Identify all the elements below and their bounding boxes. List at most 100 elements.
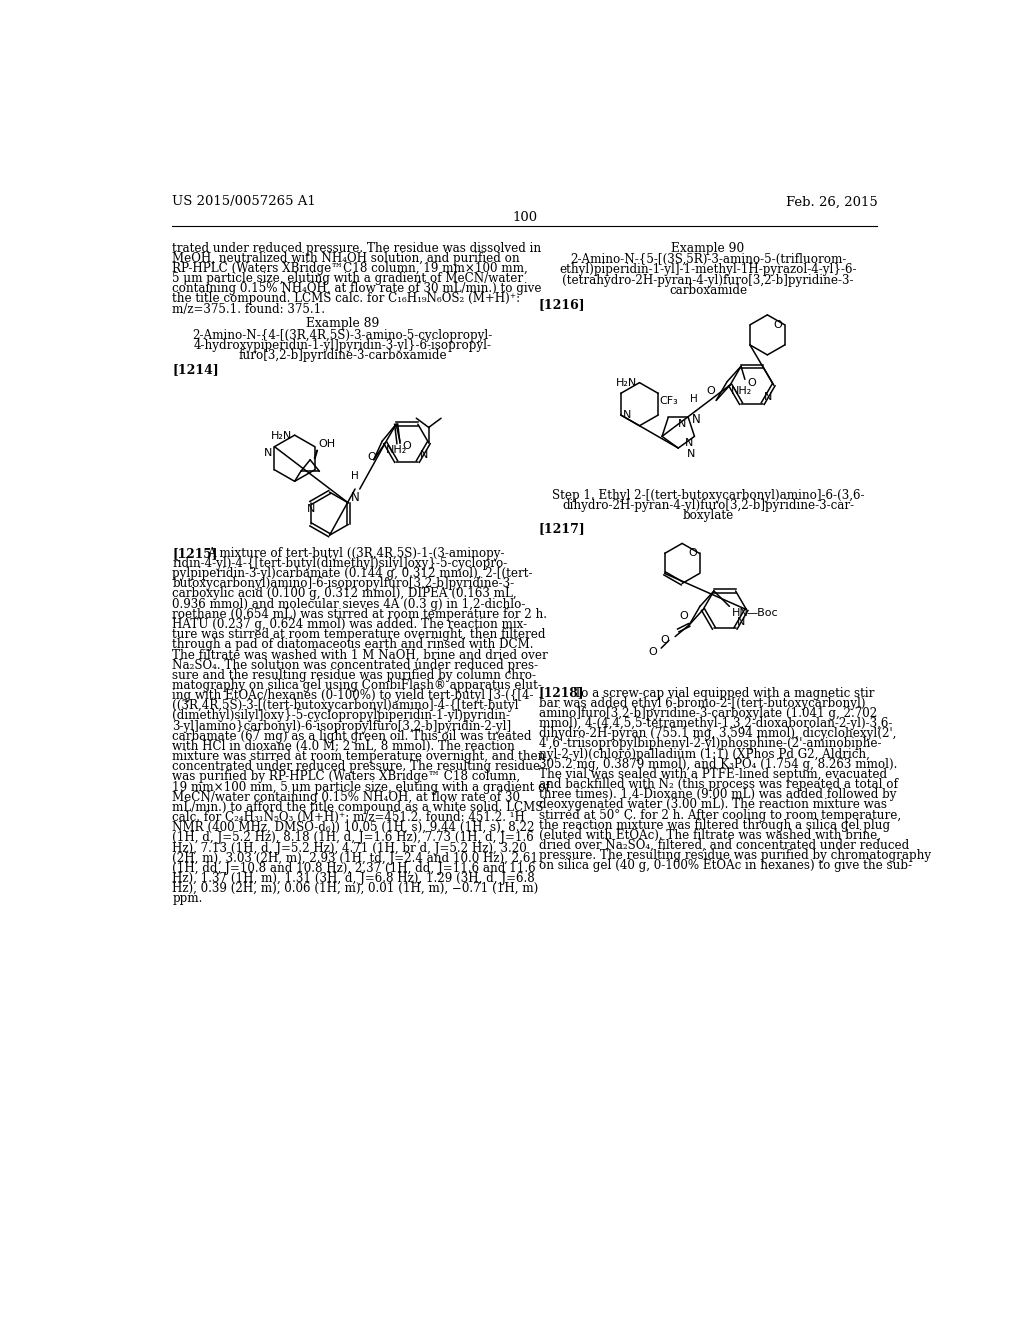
- Text: O: O: [774, 319, 782, 330]
- Text: N: N: [684, 438, 693, 447]
- Text: O: O: [748, 379, 756, 388]
- Text: 5 μm particle size, eluting with a gradient of MeCN/water: 5 μm particle size, eluting with a gradi…: [172, 272, 523, 285]
- Text: NH₂: NH₂: [731, 385, 753, 396]
- Text: and backfilled with N₂ (this process was repeated a total of: and backfilled with N₂ (this process was…: [539, 777, 898, 791]
- Text: amino]furo[3,2-b]pyridine-3-carboxylate (1.041 g, 2.702: amino]furo[3,2-b]pyridine-3-carboxylate …: [539, 708, 877, 719]
- Text: NH₂: NH₂: [386, 445, 408, 455]
- Text: 2-Amino-N-{5-[(3S,5R)-3-amino-5-(trifluorom-: 2-Amino-N-{5-[(3S,5R)-3-amino-5-(trifluo…: [570, 253, 846, 267]
- Text: mL/min.) to afford the title compound as a white solid. LCMS: mL/min.) to afford the title compound as…: [172, 801, 544, 814]
- Text: boxylate: boxylate: [682, 510, 734, 523]
- Text: calc. for C₂₄H₃₁N₅O₃ (M+H)⁺: m/z=451.2. found: 451.2. ¹H: calc. for C₂₄H₃₁N₅O₃ (M+H)⁺: m/z=451.2. …: [172, 810, 525, 824]
- Text: through a pad of diatomaceous earth and rinsed with DCM.: through a pad of diatomaceous earth and …: [172, 639, 534, 651]
- Text: concentrated under reduced pressure. The resulting residue: concentrated under reduced pressure. The…: [172, 760, 541, 774]
- Text: deoxygenated water (3.00 mL). The reaction mixture was: deoxygenated water (3.00 mL). The reacti…: [539, 799, 887, 812]
- Text: N: N: [764, 392, 773, 403]
- Text: Hz), 1.37 (1H, m), 1.31 (3H, d, J=6.8 Hz), 1.29 (3H, d, J=6.8: Hz), 1.37 (1H, m), 1.31 (3H, d, J=6.8 Hz…: [172, 873, 535, 884]
- Text: N: N: [737, 616, 745, 627]
- Text: H₂N: H₂N: [615, 378, 637, 388]
- Text: N: N: [420, 450, 428, 459]
- Text: MeCN/water containing 0.15% NH₄OH, at flow rate of 30: MeCN/water containing 0.15% NH₄OH, at fl…: [172, 791, 520, 804]
- Text: O: O: [368, 451, 376, 462]
- Text: dihydro-2H-pyran (755.1 mg, 3.594 mmol), dicyclohexyl(2',: dihydro-2H-pyran (755.1 mg, 3.594 mmol),…: [539, 727, 896, 741]
- Text: —Boc: —Boc: [746, 609, 778, 618]
- Text: furo[3,2-b]pyridine-3-carboxamide: furo[3,2-b]pyridine-3-carboxamide: [239, 350, 447, 363]
- Text: was purified by RP-HPLC (Waters XBridge™ C18 column,: was purified by RP-HPLC (Waters XBridge™…: [172, 771, 520, 783]
- Text: [1216]: [1216]: [539, 298, 586, 310]
- Text: on silica gel (40 g, 0-100% EtOAc in hexanes) to give the sub-: on silica gel (40 g, 0-100% EtOAc in hex…: [539, 859, 911, 873]
- Text: ing with EtOAc/hexanes (0-100%) to yield tert-butyl [3-({[4-: ing with EtOAc/hexanes (0-100%) to yield…: [172, 689, 534, 702]
- Text: carboxamide: carboxamide: [669, 284, 748, 297]
- Text: mixture was stirred at room temperature overnight, and then: mixture was stirred at room temperature …: [172, 750, 546, 763]
- Text: pylpiperidin-3-yl)carbamate (0.144 g, 0.312 mmol), 2-[(tert-: pylpiperidin-3-yl)carbamate (0.144 g, 0.…: [172, 568, 532, 579]
- Text: O: O: [680, 611, 688, 620]
- Text: The vial was sealed with a PTFE-lined septum, evacuated: The vial was sealed with a PTFE-lined se…: [539, 768, 887, 781]
- Text: 4-hydroxypiperidin-1-yl]pyridin-3-yl}-6-isopropyl-: 4-hydroxypiperidin-1-yl]pyridin-3-yl}-6-…: [194, 339, 492, 352]
- Text: [1215]: [1215]: [172, 546, 217, 560]
- Text: ture was stirred at room temperature overnight, then filtered: ture was stirred at room temperature ove…: [172, 628, 546, 642]
- Text: pressure. The resulting residue was purified by chromatography: pressure. The resulting residue was puri…: [539, 849, 931, 862]
- Text: Example 90: Example 90: [672, 242, 744, 255]
- Text: 100: 100: [512, 211, 538, 224]
- Text: [1214]: [1214]: [172, 363, 219, 376]
- Text: N: N: [623, 411, 632, 420]
- Text: H: H: [351, 471, 359, 482]
- Text: The filtrate was washed with 1 M NaOH, brine and dried over: The filtrate was washed with 1 M NaOH, b…: [172, 648, 548, 661]
- Text: 19 mm×100 mm, 5 μm particle size, eluting with a gradient of: 19 mm×100 mm, 5 μm particle size, elutin…: [172, 780, 550, 793]
- Text: matography on silica gel using CombiFlash® apparatus elut-: matography on silica gel using CombiFlas…: [172, 678, 542, 692]
- Text: Hz), 0.39 (2H, m), 0.06 (1H, m), 0.01 (1H, m), −0.71 (1H, m): Hz), 0.39 (2H, m), 0.06 (1H, m), 0.01 (1…: [172, 882, 539, 895]
- Text: To a screw-cap vial equipped with a magnetic stir: To a screw-cap vial equipped with a magn…: [573, 686, 874, 700]
- Text: mmol), 4-(4,4,5,5-tetramethyl-1,3,2-dioxaborolan-2-yl)-3,6-: mmol), 4-(4,4,5,5-tetramethyl-1,3,2-diox…: [539, 717, 892, 730]
- Text: O: O: [660, 635, 669, 645]
- Text: Feb. 26, 2015: Feb. 26, 2015: [785, 195, 878, 209]
- Text: (1H, d, J=5.2 Hz), 8.18 (1H, d, J=1.6 Hz), 7.73 (1H, d, J=1.6: (1H, d, J=5.2 Hz), 8.18 (1H, d, J=1.6 Hz…: [172, 832, 534, 845]
- Text: (tetrahydro-2H-pyran-4-yl)furo[3,2-b]pyridine-3-: (tetrahydro-2H-pyran-4-yl)furo[3,2-b]pyr…: [562, 273, 854, 286]
- Text: OH: OH: [318, 440, 336, 449]
- Text: 3-yl]amino}carbonyl)-6-isopropylfuro[3,2-b]pyridin-2-yl]: 3-yl]amino}carbonyl)-6-isopropylfuro[3,2…: [172, 719, 511, 733]
- Text: carboxylic acid (0.100 g, 0.312 mmol), DIPEA (0.163 mL,: carboxylic acid (0.100 g, 0.312 mmol), D…: [172, 587, 517, 601]
- Text: H₂N: H₂N: [271, 430, 292, 441]
- Text: ridin-4-yl)-4-{[tert-butyl(dimethyl)silyl]oxy}-5-cyclopro-: ridin-4-yl)-4-{[tert-butyl(dimethyl)sily…: [172, 557, 508, 570]
- Text: the title compound. LCMS calc. for C₁₆H₁₉N₆OS₂ (M+H)⁺:: the title compound. LCMS calc. for C₁₆H₁…: [172, 293, 520, 305]
- Text: Hz), 7.13 (1H, d, J=5.2 Hz), 4.71 (1H, br d, J=5.2 Hz), 3.20: Hz), 7.13 (1H, d, J=5.2 Hz), 4.71 (1H, b…: [172, 842, 527, 854]
- Text: 0.936 mmol) and molecular sieves 4A (0.3 g) in 1,2-dichlo-: 0.936 mmol) and molecular sieves 4A (0.3…: [172, 598, 525, 611]
- Text: dried over Na₂SO₄, filtered, and concentrated under reduced: dried over Na₂SO₄, filtered, and concent…: [539, 840, 909, 853]
- Text: 2-Amino-N-{4-[(3R,4R,5S)-3-amino-5-cyclopropyl-: 2-Amino-N-{4-[(3R,4R,5S)-3-amino-5-cyclo…: [193, 329, 493, 342]
- Text: O: O: [648, 647, 657, 657]
- Text: carbamate (67 mg) as a light green oil. This oil was treated: carbamate (67 mg) as a light green oil. …: [172, 730, 531, 743]
- Text: 4',6'-triisopropylbiphenyl-2-yl)phosphine-(2'-aminobiphe-: 4',6'-triisopropylbiphenyl-2-yl)phosphin…: [539, 738, 883, 751]
- Text: stirred at 50° C. for 2 h. After cooling to room temperature,: stirred at 50° C. for 2 h. After cooling…: [539, 809, 901, 821]
- Text: m/z=375.1. found: 375.1.: m/z=375.1. found: 375.1.: [172, 302, 326, 315]
- Text: N: N: [686, 449, 694, 458]
- Text: (eluted with EtOAc). The filtrate was washed with brine,: (eluted with EtOAc). The filtrate was wa…: [539, 829, 881, 842]
- Text: N: N: [350, 491, 359, 503]
- Text: N: N: [692, 413, 700, 426]
- Text: A mixture of tert-butyl ((3R,4R,5S)-1-(3-aminopy-: A mixture of tert-butyl ((3R,4R,5S)-1-(3…: [207, 546, 505, 560]
- Text: (1H, dd, J=10.8 and 10.8 Hz), 2.37 (1H, dd, J=11.6 and 11.6: (1H, dd, J=10.8 and 10.8 Hz), 2.37 (1H, …: [172, 862, 536, 875]
- Text: HN: HN: [732, 609, 749, 618]
- Text: [1218]: [1218]: [539, 686, 585, 700]
- Text: ((3R,4R,5S)-3-[(tert-butoxycarbonyl)amino]-4-{[tert-butyl: ((3R,4R,5S)-3-[(tert-butoxycarbonyl)amin…: [172, 700, 519, 713]
- Text: Step 1. Ethyl 2-[(tert-butoxycarbonyl)amino]-6-(3,6-: Step 1. Ethyl 2-[(tert-butoxycarbonyl)am…: [552, 488, 864, 502]
- Text: (2H, m), 3.03 (2H, m), 2.93 (1H, td, J=2.4 and 10.0 Hz), 2.61: (2H, m), 3.03 (2H, m), 2.93 (1H, td, J=2…: [172, 851, 539, 865]
- Text: N: N: [678, 418, 687, 429]
- Text: 305.2 mg, 0.3879 mmol), and K₃PO₄ (1.754 g, 8.263 mmol).: 305.2 mg, 0.3879 mmol), and K₃PO₄ (1.754…: [539, 758, 897, 771]
- Text: (dimethyl)silyl]oxy}-5-cyclopropylpiperidin-1-yl)pyridin-: (dimethyl)silyl]oxy}-5-cyclopropylpiperi…: [172, 709, 510, 722]
- Text: containing 0.15% NH₄OH, at flow rate of 30 mL/min.) to give: containing 0.15% NH₄OH, at flow rate of …: [172, 282, 542, 296]
- Text: N: N: [264, 449, 272, 458]
- Text: roethane (0.654 mL) was stirred at room temperature for 2 h.: roethane (0.654 mL) was stirred at room …: [172, 607, 547, 620]
- Text: HATU (0.237 g, 0.624 mmol) was added. The reaction mix-: HATU (0.237 g, 0.624 mmol) was added. Th…: [172, 618, 527, 631]
- Text: H: H: [690, 393, 697, 404]
- Text: O: O: [402, 441, 411, 450]
- Text: [1217]: [1217]: [539, 523, 586, 536]
- Text: ethyl)piperidin-1-yl]-1-methyl-1H-pyrazol-4-yl}-6-: ethyl)piperidin-1-yl]-1-methyl-1H-pyrazo…: [559, 264, 857, 276]
- Text: N: N: [307, 504, 315, 515]
- Text: dihydro-2H-pyran-4-yl)furo[3,2-b]pyridine-3-car-: dihydro-2H-pyran-4-yl)furo[3,2-b]pyridin…: [562, 499, 854, 512]
- Text: butoxycarbonyl)amino]-6-isopropylfuro[3,2-b]pyridine-3-: butoxycarbonyl)amino]-6-isopropylfuro[3,…: [172, 577, 514, 590]
- Text: CF₃: CF₃: [659, 396, 679, 405]
- Text: bar was added ethyl 6-bromo-2-[(tert-butoxycarbonyl): bar was added ethyl 6-bromo-2-[(tert-but…: [539, 697, 865, 710]
- Text: MeOH, neutralized with NH₄OH solution, and purified on: MeOH, neutralized with NH₄OH solution, a…: [172, 252, 520, 265]
- Text: Na₂SO₄. The solution was concentrated under reduced pres-: Na₂SO₄. The solution was concentrated un…: [172, 659, 539, 672]
- Text: the reaction mixture was filtered through a silica gel plug: the reaction mixture was filtered throug…: [539, 818, 890, 832]
- Text: Example 89: Example 89: [306, 317, 379, 330]
- Text: ppm.: ppm.: [172, 892, 203, 906]
